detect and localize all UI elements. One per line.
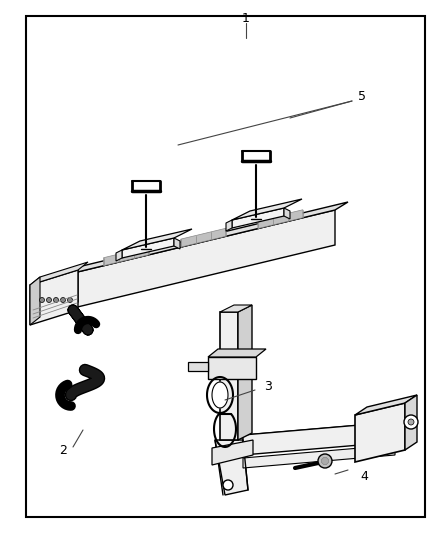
Polygon shape [65,210,335,310]
Polygon shape [226,220,232,231]
Polygon shape [220,312,238,440]
Polygon shape [30,277,40,325]
Polygon shape [355,403,405,462]
Polygon shape [243,445,395,468]
Polygon shape [258,210,303,229]
Circle shape [46,297,52,303]
Polygon shape [243,422,395,455]
Polygon shape [355,395,417,415]
Polygon shape [181,228,226,247]
Text: 3: 3 [264,381,272,393]
Polygon shape [122,229,192,250]
Circle shape [321,457,328,464]
Circle shape [67,297,73,303]
Circle shape [60,297,66,303]
Text: 1: 1 [242,12,250,25]
Circle shape [39,297,45,303]
Circle shape [408,419,414,425]
Circle shape [223,480,233,490]
Polygon shape [122,238,174,258]
Polygon shape [243,422,395,441]
Polygon shape [215,440,248,495]
Circle shape [321,457,328,464]
Polygon shape [174,238,180,249]
Polygon shape [284,208,290,219]
Text: 5: 5 [358,91,366,103]
Polygon shape [30,270,78,325]
Circle shape [318,454,332,468]
Polygon shape [30,262,88,285]
Circle shape [53,297,59,303]
Circle shape [321,457,328,464]
Polygon shape [232,208,284,228]
Polygon shape [232,199,302,220]
Text: 2: 2 [59,443,67,456]
Polygon shape [212,440,253,465]
Polygon shape [238,305,252,440]
Polygon shape [220,305,252,312]
Polygon shape [103,247,148,266]
Polygon shape [65,267,78,310]
Polygon shape [116,250,122,261]
Polygon shape [188,362,208,371]
Polygon shape [208,349,266,357]
Polygon shape [405,395,417,450]
Polygon shape [65,202,348,275]
Circle shape [321,457,328,464]
Polygon shape [212,382,228,408]
Polygon shape [208,357,256,379]
Text: 4: 4 [360,471,368,483]
Circle shape [404,415,418,429]
